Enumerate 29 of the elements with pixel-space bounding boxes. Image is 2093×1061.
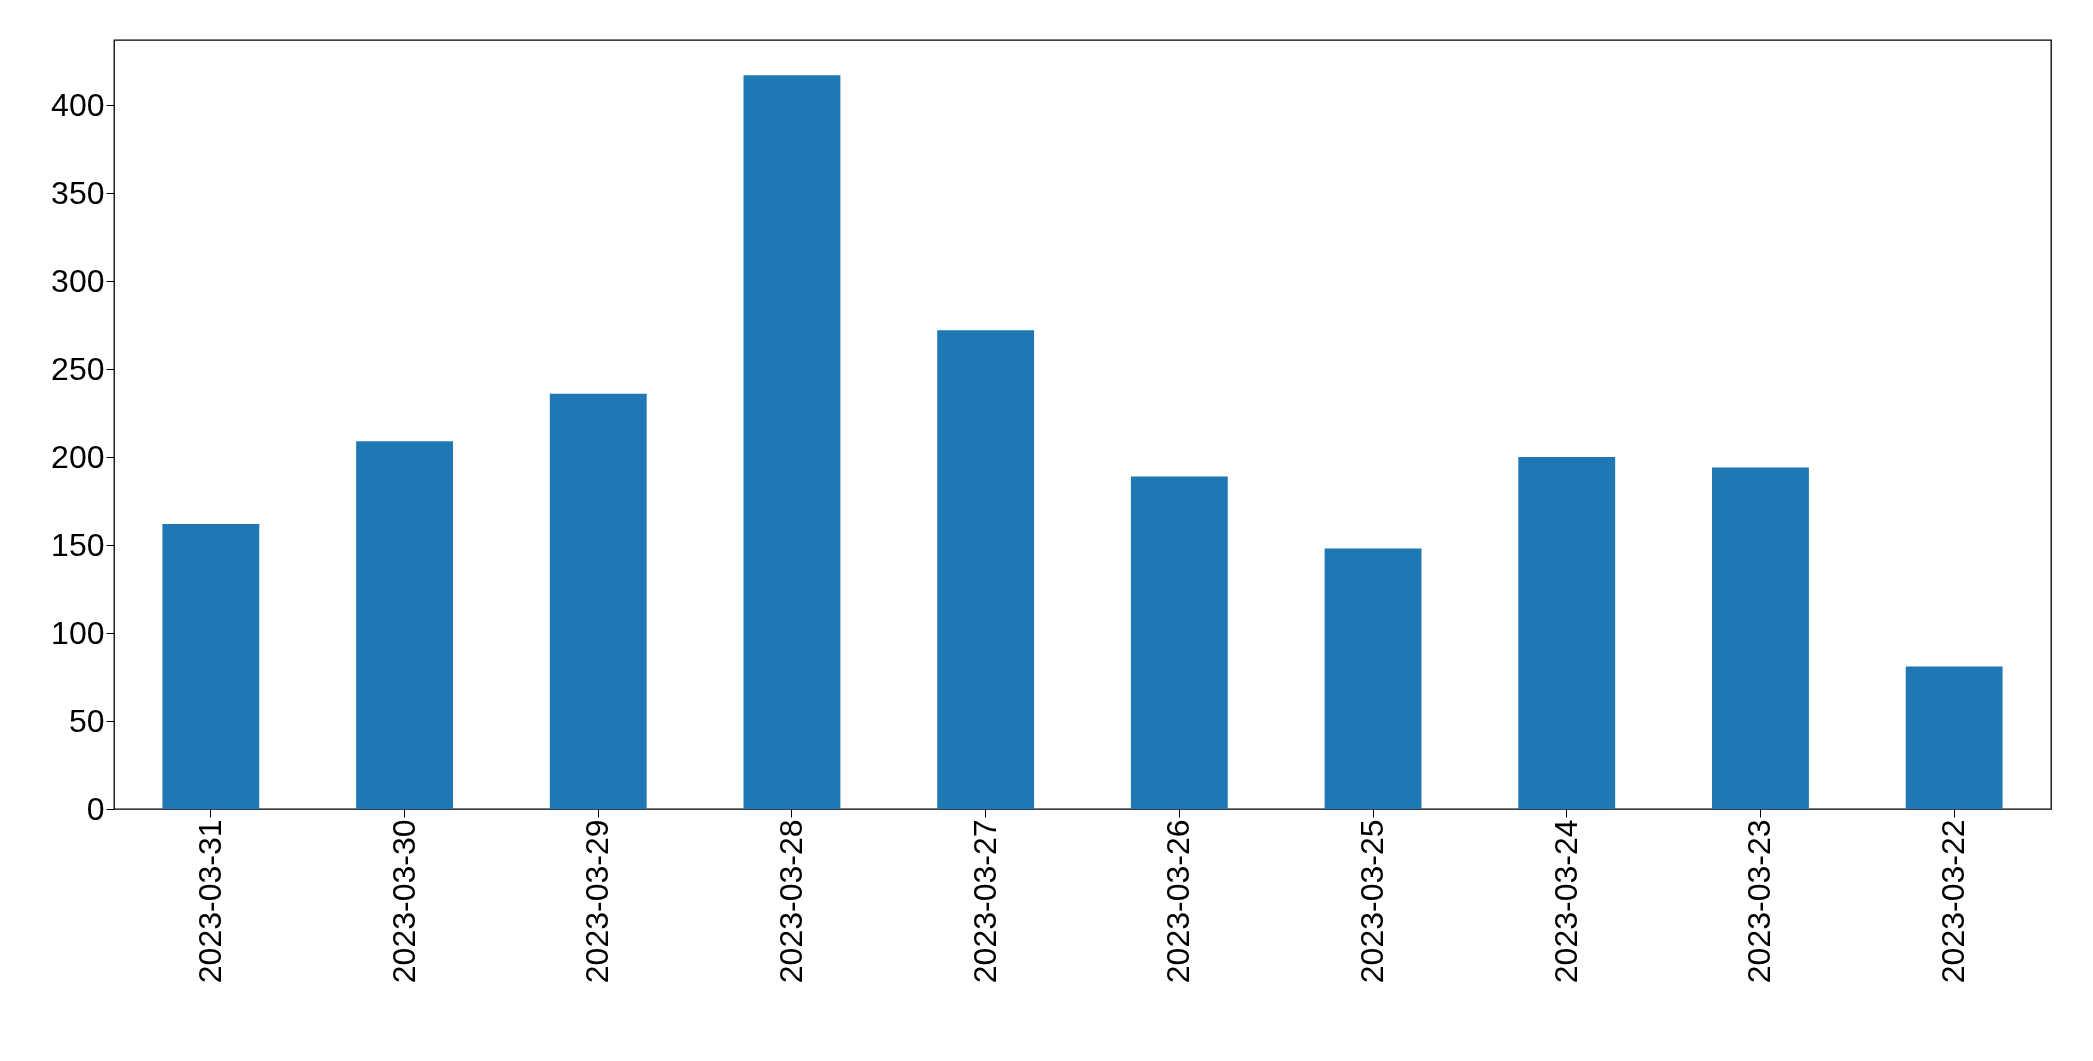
- y-tick-label: 300: [51, 262, 105, 299]
- y-tick-label: 250: [51, 350, 105, 387]
- y-tick-label: 50: [68, 702, 105, 739]
- x-tick-label: 2023-03-27: [966, 819, 1003, 984]
- bar: [356, 441, 453, 809]
- x-tick-label: 2023-03-23: [1741, 819, 1778, 984]
- y-tick-label: 0: [86, 790, 105, 827]
- x-tick-label: 2023-03-28: [772, 819, 809, 984]
- y-tick-label: 350: [51, 174, 105, 211]
- x-tick-label: 2023-03-29: [579, 819, 616, 984]
- y-tick-label: 150: [51, 526, 105, 563]
- bar: [1324, 548, 1422, 809]
- x-tick-label: 2023-03-30: [385, 819, 422, 984]
- x-tick-label: 2023-03-31: [191, 819, 228, 984]
- y-tick-label: 400: [51, 86, 105, 123]
- bar: [743, 75, 841, 809]
- bar: [1712, 467, 1809, 809]
- x-tick-label: 2023-03-24: [1547, 819, 1584, 984]
- bar: [162, 523, 260, 809]
- x-tick-label: 2023-03-26: [1160, 819, 1197, 984]
- bar: [937, 330, 1035, 809]
- x-tick-label: 2023-03-22: [1935, 819, 1972, 984]
- bar: [549, 393, 647, 809]
- y-tick-label: 100: [51, 614, 105, 651]
- bar: [1905, 666, 2003, 809]
- bar: [1518, 457, 1616, 809]
- bar: [1130, 476, 1228, 809]
- x-tick-label: 2023-03-25: [1354, 819, 1391, 984]
- y-tick-label: 200: [51, 438, 105, 475]
